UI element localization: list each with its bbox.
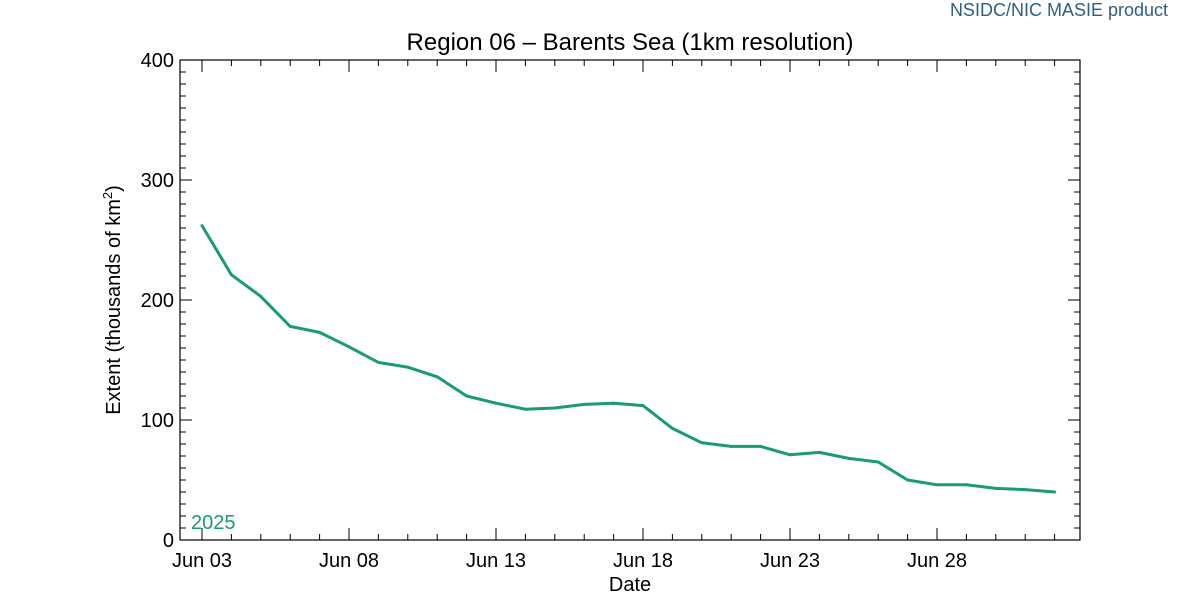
data-point bbox=[259, 294, 263, 298]
x-tick-label: Jun 13 bbox=[466, 550, 526, 572]
data-point bbox=[318, 330, 322, 334]
data-point bbox=[670, 426, 674, 430]
x-tick-label: Jun 23 bbox=[760, 550, 820, 572]
data-point bbox=[729, 444, 733, 448]
data-point bbox=[1023, 488, 1027, 492]
data-point bbox=[876, 460, 880, 464]
y-tick-label: 300 bbox=[141, 170, 174, 192]
data-point bbox=[612, 401, 616, 405]
series-line-2025 bbox=[200, 224, 1055, 494]
data-point bbox=[582, 402, 586, 406]
credit-label: NSIDC/NIC MASIE product bbox=[949, 0, 1168, 20]
data-point bbox=[759, 444, 763, 448]
y-tick-label: 0 bbox=[163, 530, 174, 552]
x-tick-label: Jun 03 bbox=[172, 550, 232, 572]
data-point bbox=[406, 365, 410, 369]
data-point bbox=[700, 441, 704, 445]
data-point bbox=[906, 478, 910, 482]
data-point bbox=[288, 324, 292, 328]
y-axis-label: Extent (thousands of km2) bbox=[100, 185, 125, 415]
data-point bbox=[200, 224, 204, 228]
data-point bbox=[229, 273, 233, 277]
plot-frame bbox=[179, 59, 1081, 541]
data-point bbox=[1053, 490, 1057, 494]
chart-title: Region 06 – Barents Sea (1km resolution) bbox=[407, 29, 854, 56]
y-tick-label: 100 bbox=[141, 410, 174, 432]
data-point bbox=[494, 401, 498, 405]
data-point bbox=[347, 345, 351, 349]
data-point bbox=[553, 406, 557, 410]
data-point bbox=[935, 483, 939, 487]
data-point bbox=[376, 360, 380, 364]
x-axis-label: Date bbox=[609, 574, 651, 596]
x-tick-label: Jun 28 bbox=[907, 550, 967, 572]
data-point bbox=[847, 456, 851, 460]
y-tick-label: 200 bbox=[141, 290, 174, 312]
data-point bbox=[465, 394, 469, 398]
data-point bbox=[788, 453, 792, 457]
data-point bbox=[523, 407, 527, 411]
data-point bbox=[435, 375, 439, 379]
data-point bbox=[964, 483, 968, 487]
y-tick-label: 400 bbox=[141, 50, 174, 72]
x-tick-label: Jun 18 bbox=[613, 550, 673, 572]
x-tick-label: Jun 08 bbox=[319, 550, 379, 572]
data-point bbox=[817, 450, 821, 454]
data-point bbox=[641, 404, 645, 408]
data-point bbox=[994, 486, 998, 490]
series-label: 2025 bbox=[191, 512, 236, 534]
